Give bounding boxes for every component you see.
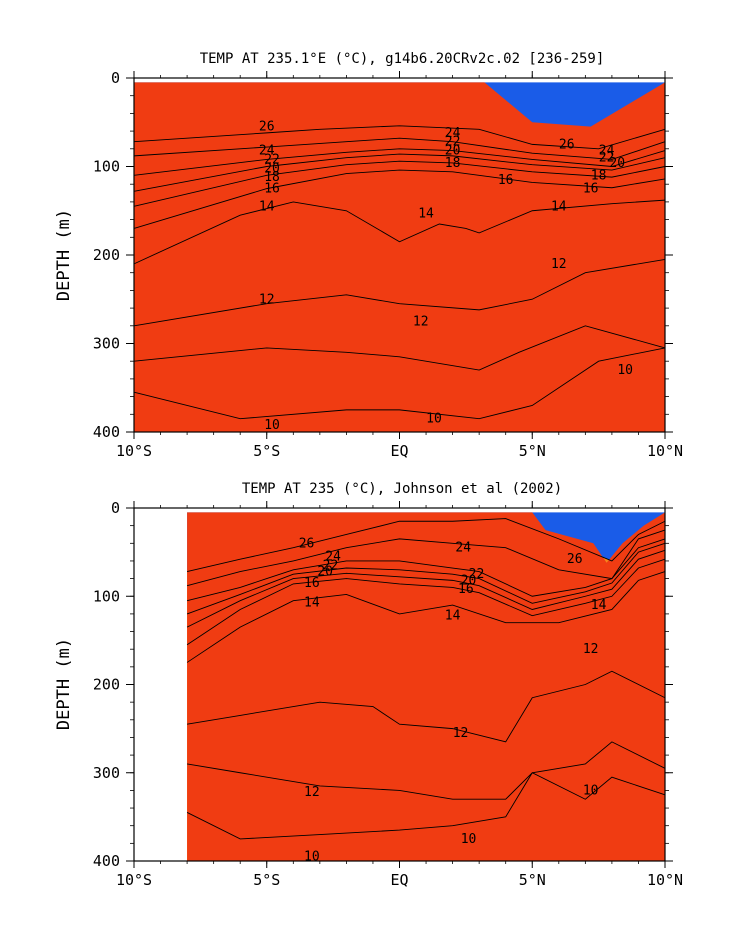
x-tick-label: 10°S (116, 871, 152, 889)
contour-label: 20 (461, 573, 477, 588)
contour-label: 16 (264, 182, 280, 197)
contour-line (187, 741, 666, 800)
contour-label: 14 (259, 199, 275, 214)
contour-line (187, 670, 666, 743)
contour-label: 26 (259, 120, 275, 135)
x-tick-label: 5°N (519, 442, 546, 460)
contour-label: 10 (264, 418, 280, 433)
contour-line (186, 558, 666, 646)
contour-label: 12 (304, 785, 320, 800)
contour-label: 24 (259, 144, 275, 159)
contour-label: 20 (264, 161, 280, 176)
y-tick-label: 300 (93, 335, 120, 353)
y-axis-label: DEPTH (m) (54, 638, 74, 730)
temperature-band (134, 82, 665, 433)
x-tick-label: 5°S (253, 871, 280, 889)
contour-lines (186, 518, 666, 840)
contour-label: 26 (559, 137, 575, 152)
contour-line (186, 518, 666, 572)
x-tick-label: 10°S (116, 442, 152, 460)
contour-label: 22 (323, 558, 339, 573)
y-tick-label: 0 (111, 69, 120, 87)
filled-levels (134, 82, 665, 433)
contour-label: 22 (469, 567, 485, 582)
contour-label: 12 (259, 292, 275, 307)
contour-label: 24 (455, 541, 471, 556)
contour-line (133, 258, 666, 327)
contour-line (133, 148, 666, 176)
panel-title: TEMP AT 235 (°C), Johnson et al (2002) (242, 481, 562, 497)
contour-label: 14 (551, 199, 567, 214)
x-tick-label: 5°N (519, 871, 546, 889)
contour-line (133, 199, 666, 265)
contour-label: 10 (304, 850, 320, 865)
contour-line (133, 169, 666, 229)
contour-label: 14 (445, 609, 461, 624)
contour-label: 20 (609, 156, 625, 171)
contour-label: 14 (591, 598, 607, 613)
contour-label: 12 (551, 257, 567, 272)
y-tick-label: 400 (93, 852, 120, 870)
contour-line (133, 153, 666, 192)
contour-label: 14 (304, 595, 320, 610)
y-tick-label: 400 (93, 423, 120, 441)
contour-label: 22 (264, 152, 280, 167)
contour-label: 26 (299, 536, 315, 551)
contour-label: 16 (498, 173, 514, 188)
y-tick-label: 300 (93, 764, 120, 782)
contour-label: 12 (583, 642, 599, 657)
contour-line (186, 772, 666, 840)
y-tick-label: 100 (93, 587, 120, 605)
panel-title: TEMP AT 235.1°E (°C), g14b6.20CRv2c.02 [… (200, 51, 605, 67)
contour-label: 10 (583, 783, 599, 798)
contour-label: 26 (567, 552, 583, 567)
x-tick-label: EQ (390, 871, 408, 889)
contour-line (186, 538, 666, 602)
contour-label: 10 (461, 832, 477, 847)
contour-line (186, 542, 666, 615)
contour-label: 10 (617, 363, 633, 378)
contour-label: 14 (418, 206, 434, 221)
contour-label: 12 (413, 314, 429, 329)
contour-label: 24 (325, 550, 341, 565)
contour-line (186, 549, 666, 628)
y-tick-label: 0 (111, 499, 120, 517)
x-tick-label: 10°N (647, 442, 683, 460)
contour-line (186, 571, 666, 663)
contour-label: 24 (599, 144, 615, 159)
panel-bottom: TEMP AT 235 (°C), Johnson et al (2002) D… (54, 481, 683, 889)
contour-label: 18 (264, 170, 280, 185)
contour-label: 20 (445, 144, 461, 159)
x-tick-label: EQ (390, 442, 408, 460)
contour-label: 16 (304, 576, 320, 591)
y-axis-label: DEPTH (m) (54, 209, 74, 301)
contour-line (133, 325, 666, 371)
contour-label: 20 (317, 565, 333, 580)
contour-label: 24 (445, 126, 461, 141)
axes: 10°S 5°S EQ 5°N 10°N 0 100 200 300 400 (93, 69, 683, 460)
contour-label: 18 (591, 168, 607, 183)
panel-top: TEMP AT 235.1°E (°C), g14b6.20CRv2c.02 [… (54, 51, 683, 460)
y-tick-label: 200 (93, 246, 120, 264)
contour-line (133, 125, 666, 150)
x-tick-label: 10°N (647, 871, 683, 889)
contour-lines (133, 125, 666, 420)
contour-label: 22 (445, 135, 461, 150)
contour-label: 22 (599, 151, 615, 166)
y-tick-label: 100 (93, 158, 120, 176)
contour-line (133, 137, 666, 160)
contour-label: 10 (426, 412, 442, 427)
contour-label: 16 (583, 182, 599, 197)
contour-label: 16 (458, 582, 474, 597)
contour-line (186, 529, 666, 587)
contour-line (133, 160, 666, 207)
x-tick-label: 5°S (253, 442, 280, 460)
axes: 10°S 5°S EQ 5°N 10°N 0 100 200 300 400 (93, 499, 683, 889)
contour-label: 18 (445, 156, 461, 171)
y-tick-label: 200 (93, 676, 120, 694)
contour-line (133, 347, 666, 420)
contour-label: 12 (453, 726, 469, 741)
